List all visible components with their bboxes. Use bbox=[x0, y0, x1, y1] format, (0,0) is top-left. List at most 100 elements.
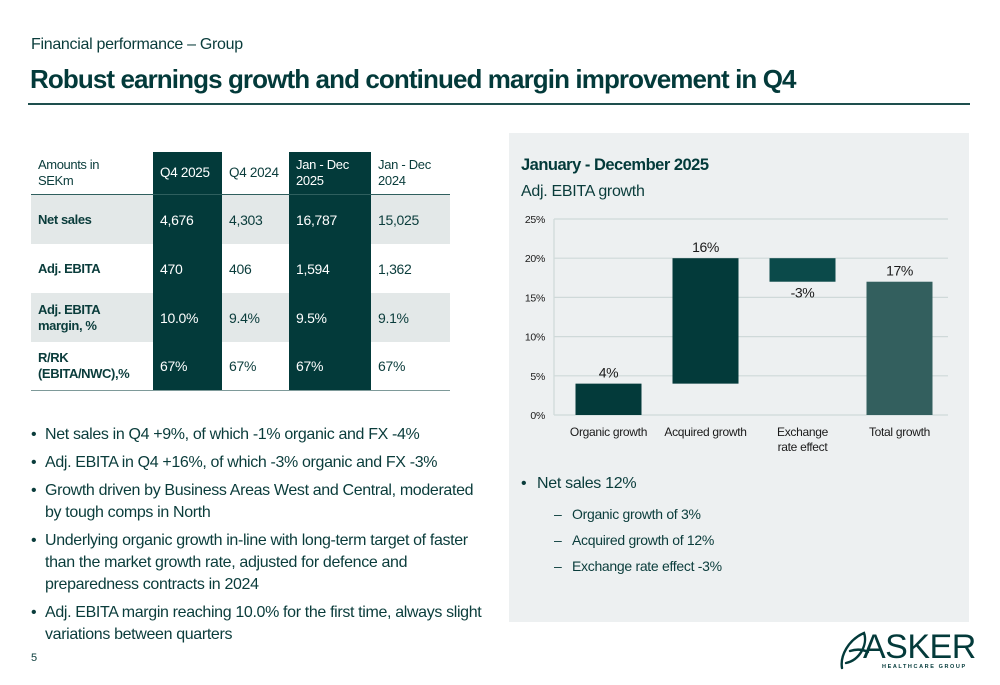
bullet-dot-icon: • bbox=[521, 475, 527, 492]
cell-text: Jan - Dec bbox=[378, 157, 431, 172]
table-row: R/RK (EBITA/NWC),% 67% 67% 67% 67% bbox=[31, 342, 450, 391]
chart-panel: January - December 2025 Adj. EBITA growt… bbox=[509, 133, 969, 622]
table-cell: 470 bbox=[153, 244, 222, 293]
bullet-item: • Adj. EBITA in Q4 +16%, of which -3% org… bbox=[31, 452, 491, 474]
bullet-item: • Adj. EBITA margin reaching 10.0% for th… bbox=[31, 602, 491, 646]
panel-sub-bullet-text: Organic growth of 3% bbox=[572, 506, 701, 522]
cell-text: Q4 2024 bbox=[229, 165, 279, 180]
panel-sub-bullet-text: Acquired growth of 12% bbox=[572, 532, 715, 548]
dash-icon: – bbox=[554, 558, 562, 574]
bullet-item: • Underlying organic growth in-line with … bbox=[31, 530, 491, 596]
table-cell: 67% bbox=[229, 358, 257, 374]
row-label: R/RK (EBITA/NWC),% bbox=[31, 342, 153, 390]
bullet-item: • Net sales in Q4 +9%, of which -1% organ… bbox=[31, 424, 491, 446]
table-header-row: Amounts in SEKm Q4 2025 Q4 2024 Jan - Dec 202… bbox=[31, 152, 450, 195]
kpi-table: Amounts in SEKm Q4 2025 Q4 2024 Jan - Dec 202… bbox=[31, 152, 450, 391]
x-category-label: Exchange bbox=[777, 425, 829, 439]
table-row: Adj. EBITA 470 406 1,594 1,362 bbox=[31, 244, 450, 293]
y-tick-label: 0% bbox=[530, 410, 545, 422]
slide-title: Robust earnings growth and continued mar… bbox=[30, 64, 797, 94]
table-cell: 9.5% bbox=[289, 293, 371, 342]
panel-sub-bullet: – Organic growth of 3% bbox=[521, 505, 722, 523]
table-header-cell: Q4 2024 bbox=[222, 152, 289, 194]
title-rule bbox=[28, 103, 970, 105]
dash-icon: – bbox=[554, 532, 562, 548]
bar-acquired-growth bbox=[672, 258, 739, 384]
table-cell: 16,787 bbox=[289, 195, 371, 244]
bar-total-growth bbox=[866, 281, 933, 415]
x-category-label: rate effect bbox=[778, 440, 829, 454]
leaf-logo-icon bbox=[840, 631, 870, 670]
cell-text: Jan - Dec bbox=[296, 157, 349, 172]
cell-text: SEKm bbox=[38, 173, 74, 188]
table-cell: 4,303 bbox=[229, 211, 263, 228]
panel-sub-bullet-text: Exchange rate effect -3% bbox=[572, 558, 722, 574]
bullet-text: Adj. EBITA in Q4 +16%, of which -3% orga… bbox=[45, 454, 438, 471]
table-cell: 406 bbox=[229, 260, 252, 277]
table-cell: 67% bbox=[289, 342, 371, 390]
data-label: 17% bbox=[886, 263, 913, 279]
table-row: Net sales 4,676 4,303 16,787 15,025 bbox=[31, 195, 450, 244]
panel-bullet-list: • Net sales 12% – Organic growth of 3% –… bbox=[521, 473, 722, 575]
cell-text: Net sales bbox=[38, 211, 92, 227]
panel-bullet-text: Net sales 12% bbox=[537, 475, 637, 492]
table-cell: 67% bbox=[378, 358, 406, 374]
table-cell: 4,676 bbox=[153, 195, 222, 244]
table-row: Adj. EBITA margin, % 10.0% 9.4% 9.5% 9.1% bbox=[31, 293, 450, 342]
x-category-label: Organic growth bbox=[570, 425, 647, 439]
bullet-dot-icon: • bbox=[31, 426, 37, 443]
data-label: 16% bbox=[692, 239, 719, 255]
cell-text: Amounts in bbox=[38, 157, 100, 172]
waterfall-chart: 0% 5% 10% 15% 20% 25% 4% Organic growth 16% Acqui… bbox=[525, 214, 948, 454]
section-label: Financial performance – Group bbox=[31, 36, 243, 53]
y-tick-label: 25% bbox=[525, 214, 545, 226]
cell-text: 2025 bbox=[296, 173, 324, 188]
x-category-label: Total growth bbox=[869, 425, 930, 439]
table-header-cell: Amounts in SEKm bbox=[31, 152, 153, 194]
dash-icon: – bbox=[554, 506, 562, 522]
bar-exchange-rate-effect bbox=[769, 258, 836, 282]
panel-title: January - December 2025 bbox=[521, 156, 709, 174]
panel-sub-bullet: – Exchange rate effect -3% bbox=[521, 557, 722, 575]
table-cell: 9.1% bbox=[378, 309, 409, 326]
cell-text: (EBITA/NWC),% bbox=[38, 366, 130, 381]
table-cell: 15,025 bbox=[378, 211, 420, 228]
row-label: Net sales bbox=[31, 195, 153, 244]
bullet-dot-icon: • bbox=[31, 482, 37, 499]
data-label: 4% bbox=[599, 365, 618, 381]
cell-text: 2024 bbox=[378, 173, 406, 188]
cell-text: Adj. EBITA bbox=[38, 260, 101, 276]
y-tick-label: 5% bbox=[530, 371, 545, 383]
bullet-text: Growth driven by Business Areas West and… bbox=[45, 482, 474, 521]
x-category-label: Acquired growth bbox=[664, 425, 746, 439]
y-tick-label: 20% bbox=[525, 253, 545, 265]
page-number: 5 bbox=[31, 652, 38, 664]
row-label: Adj. EBITA bbox=[31, 244, 153, 293]
logo-wordmark: ASKER bbox=[863, 628, 976, 666]
table-cell: 1,362 bbox=[378, 260, 412, 277]
panel-sub-bullet: – Acquired growth of 12% bbox=[521, 531, 722, 549]
table-header-cell: Jan - Dec 2025 bbox=[289, 152, 371, 194]
cell-text: R/RK bbox=[38, 350, 69, 365]
bullet-dot-icon: • bbox=[31, 532, 37, 549]
table-cell: 9.4% bbox=[229, 309, 260, 326]
bullet-dot-icon: • bbox=[31, 454, 37, 471]
y-tick-label: 10% bbox=[525, 332, 545, 344]
table-cell: 10.0% bbox=[153, 293, 222, 342]
cell-text: Adj. EBITA bbox=[38, 301, 101, 317]
logo-tagline: HEALTHCARE GROUP bbox=[882, 664, 967, 670]
bullet-text: Net sales in Q4 +9%, of which -1% organi… bbox=[45, 426, 420, 443]
bar-organic-growth bbox=[575, 383, 642, 415]
cell-text: Q4 2025 bbox=[160, 165, 210, 180]
table-cell: 67% bbox=[153, 342, 222, 390]
bullet-dot-icon: • bbox=[31, 604, 37, 621]
bullet-item: • Growth driven by Business Areas West an… bbox=[31, 480, 491, 524]
y-tick-label: 15% bbox=[525, 292, 545, 304]
row-label: Adj. EBITA margin, % bbox=[31, 293, 153, 342]
data-label: -3% bbox=[791, 285, 815, 301]
table-header-cell: Q4 2025 bbox=[153, 152, 222, 194]
cell-text: margin, % bbox=[38, 317, 97, 333]
company-logo: ASKER HEALTHCARE GROUP bbox=[838, 630, 976, 674]
table-header-cell: Jan - Dec 2024 bbox=[371, 152, 450, 194]
bullet-text: Adj. EBITA margin reaching 10.0% for the… bbox=[45, 604, 482, 643]
